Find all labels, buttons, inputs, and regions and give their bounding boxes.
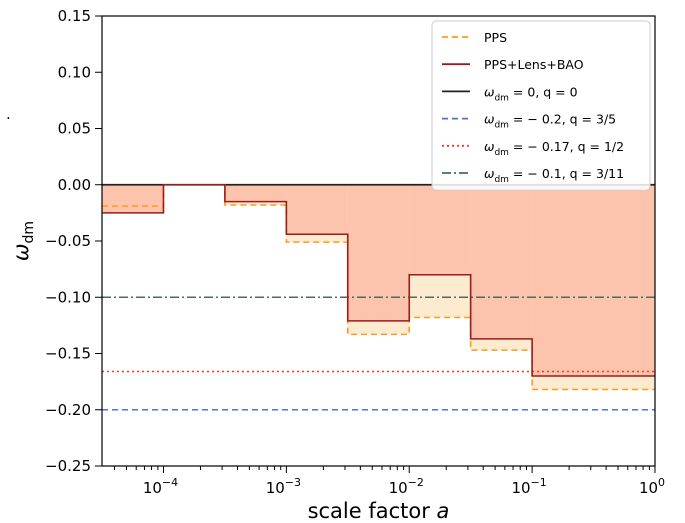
fill-bin-1-2 [224,184,287,202]
fill-bin-1-0 [102,184,164,213]
y-tick-label-2: 0.05 [58,120,91,138]
legend-label-1: PPS+Lens+BAO [484,57,584,72]
x-axis: 10−4 10−3 10−2 10−1 100 [114,466,665,497]
x-tick-label-1: 10−3 [266,476,301,497]
legend-label-3: ωdm = − 0.2, q = 3/5 [484,112,616,131]
legend-label-5: ωdm = − 0.1, q = 3/11 [484,166,624,185]
x-tick-label-4: 100 [639,476,665,497]
axis-labels: scale factor a ωdm [9,221,449,523]
fill-bin-1-6 [470,184,533,339]
x-tick-label-0: 10−4 [143,476,178,497]
legend-box [431,20,651,191]
fill-bin-1-7 [532,184,655,376]
y-tick-label-1: 0.10 [58,63,91,81]
y-tick-label-7: −0.20 [45,401,91,419]
x-tick-label-2: 10−2 [389,476,424,497]
x-tick-label-3: 10−1 [511,476,546,497]
legend: PPS PPS+Lens+BAO ωdm = 0, q = 0 ωdm = − 0.2… [431,20,651,191]
fill-regions [102,184,655,390]
stray-mark: . [6,105,11,123]
step-line-1 [102,183,655,377]
legend-label-0: PPS [484,30,507,45]
y-axis: 0.15 0.10 0.05 0.00 −0.05 −0.10 −0.15 −0.20 −0.2… [45,7,102,475]
y-tick-label-6: −0.15 [45,345,91,363]
fill-bin-1-5 [409,184,471,275]
legend-label-4: ωdm = − 0.17, q = 1/2 [484,139,624,158]
legend-label-2: ωdm = 0, q = 0 [484,84,578,103]
x-axis-label: scale factor a [308,499,450,523]
step-series [102,183,655,391]
fill-bin-1-4 [347,184,410,321]
y-tick-label-4: −0.05 [45,232,91,250]
y-tick-label-3: 0.00 [58,176,91,194]
fill-bin-1-3 [286,184,348,235]
y-tick-label-8: −0.25 [45,457,91,475]
y-tick-label-0: 0.15 [58,7,91,25]
y-axis-label: ωdm [9,221,37,261]
y-tick-label-5: −0.10 [45,288,91,306]
